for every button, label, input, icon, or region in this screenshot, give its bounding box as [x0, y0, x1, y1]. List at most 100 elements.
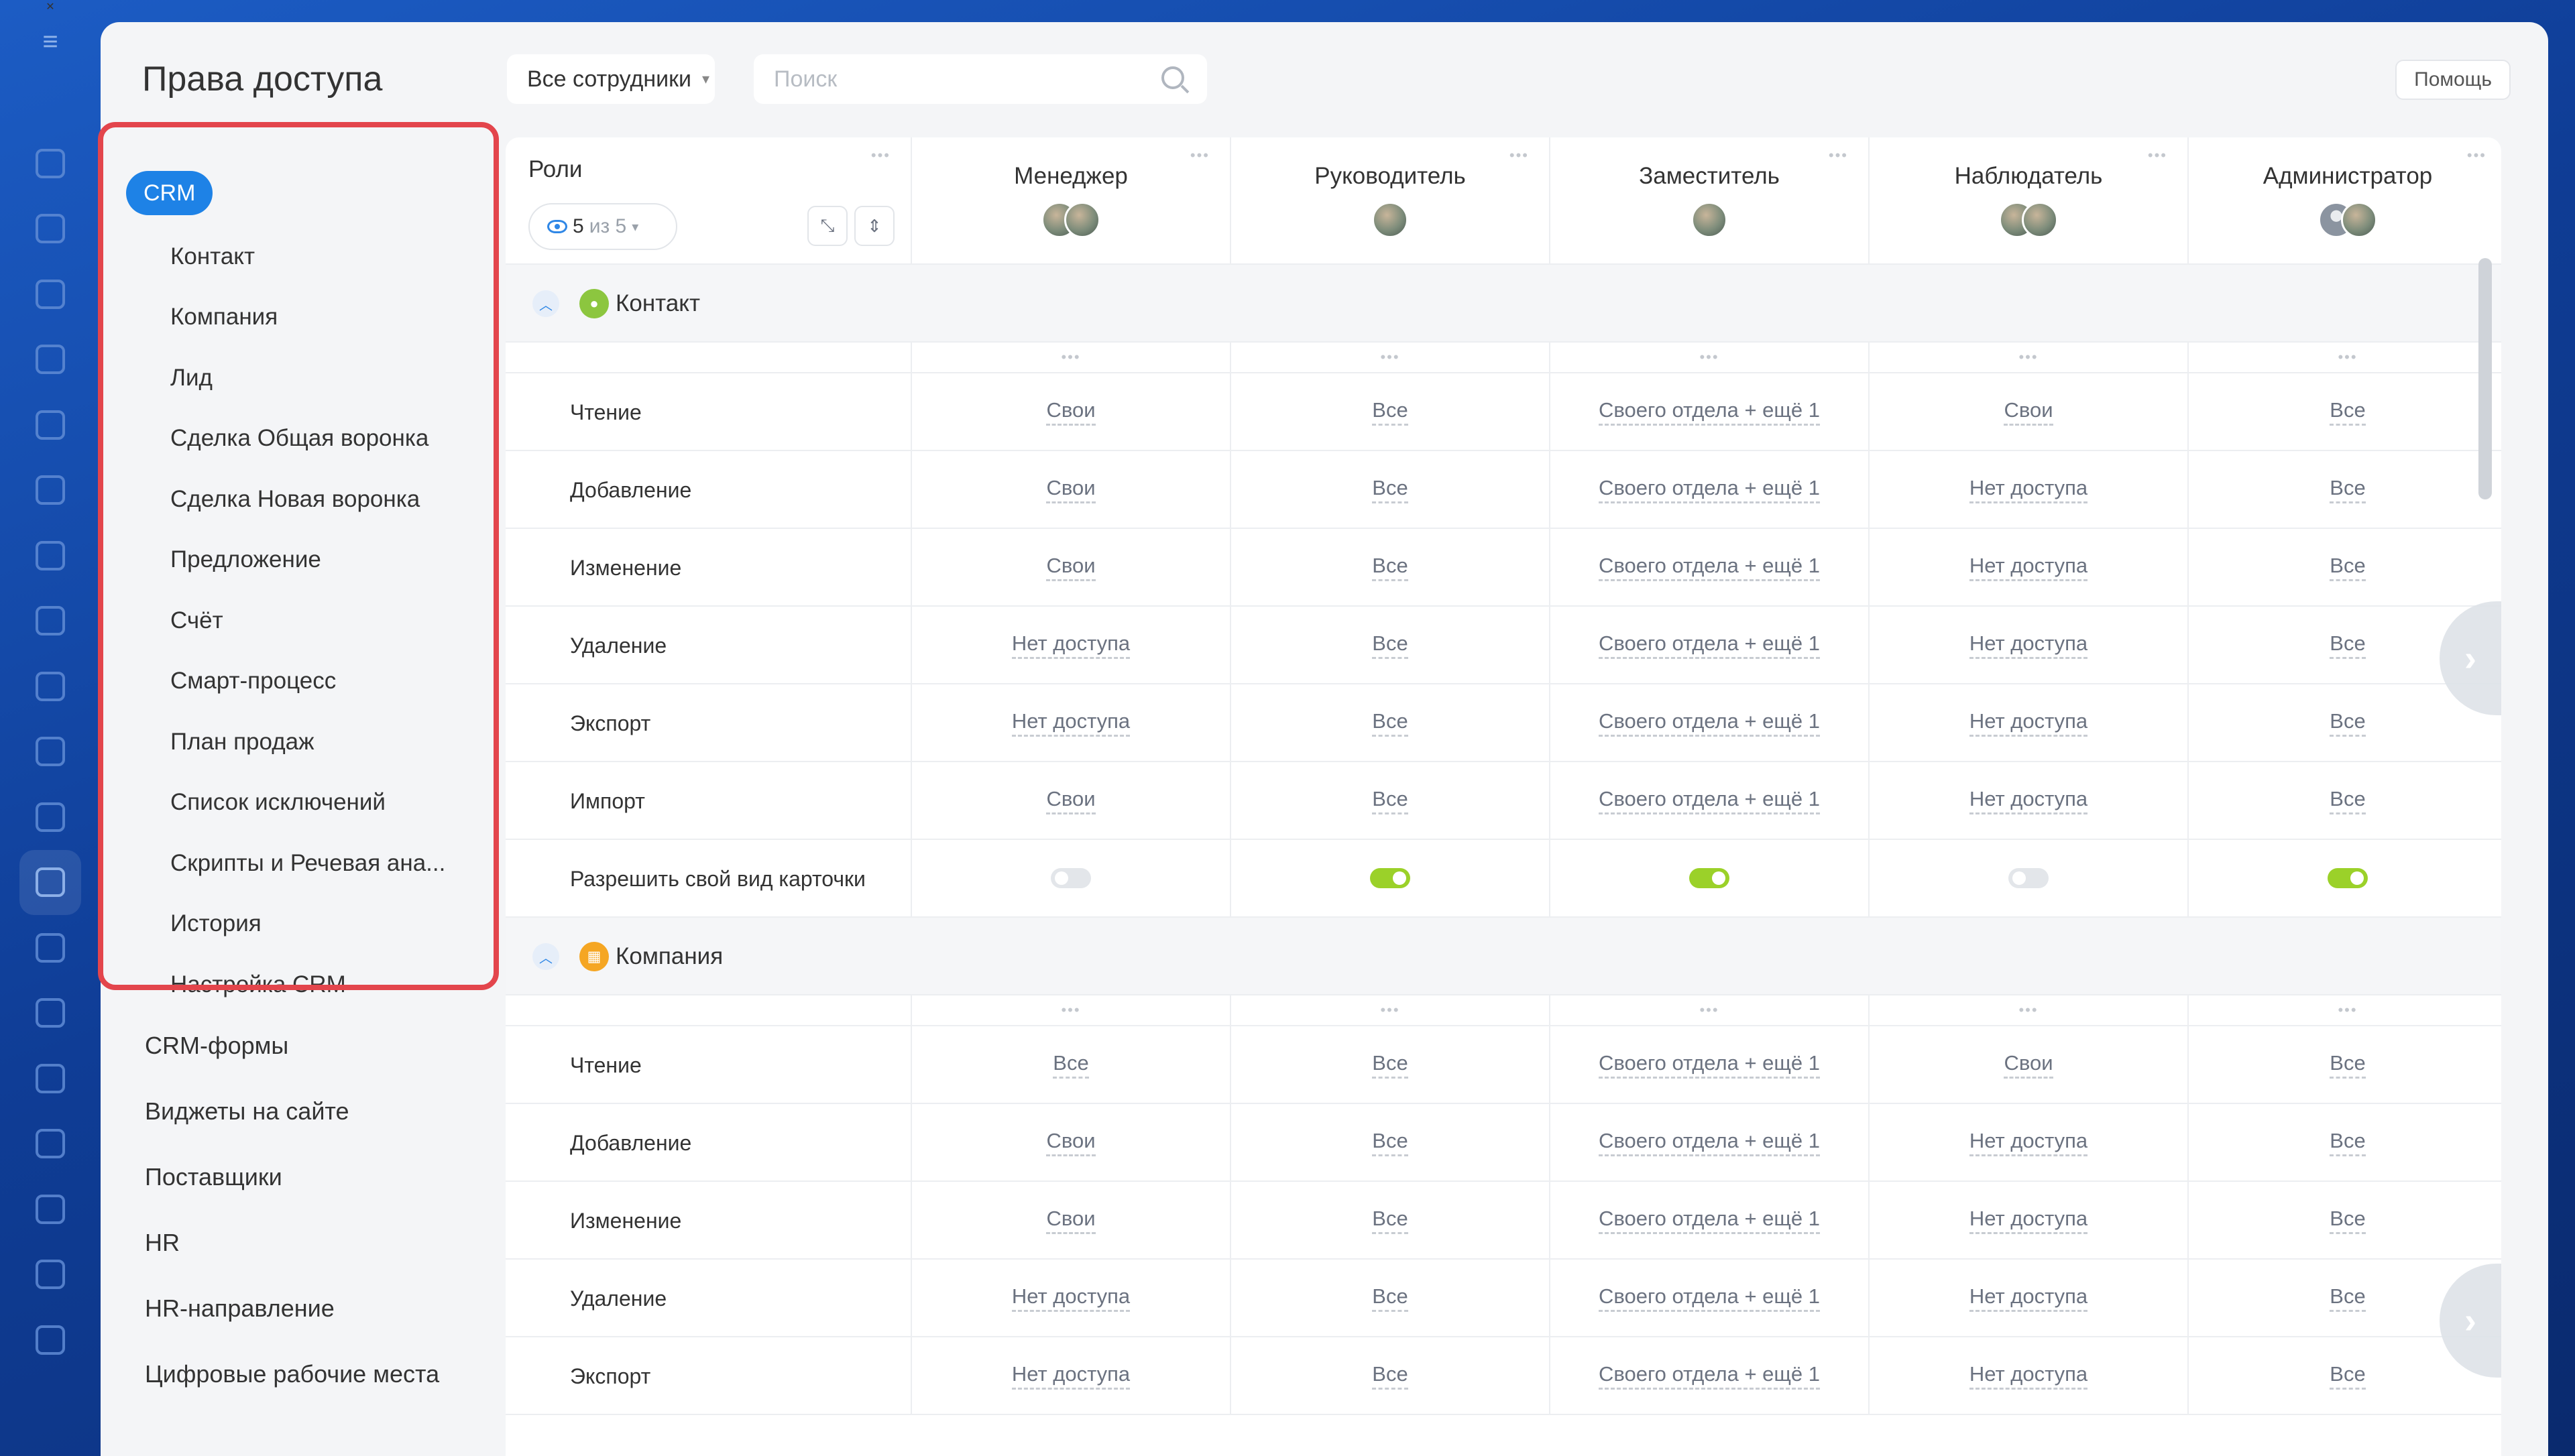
rail-icon-files[interactable] — [0, 458, 101, 524]
more-dots-icon[interactable]: ••• — [2338, 1002, 2358, 1018]
more-dots-icon[interactable]: ••• — [1380, 349, 1400, 365]
role-column-deputy[interactable]: Заместитель ••• — [1550, 137, 1870, 265]
more-dots-icon[interactable]: ••• — [1190, 147, 1210, 164]
rail-icon-store[interactable] — [0, 981, 101, 1046]
sidebar-item-crm-settings[interactable]: Настройка CRM — [170, 971, 346, 997]
permission-value[interactable]: Своего отдела + ещё 1 — [1599, 1362, 1820, 1390]
permission-value[interactable]: Своего отдела + ещё 1 — [1599, 1051, 1820, 1079]
sidebar-item-crm-forms[interactable]: CRM-формы — [145, 1032, 289, 1059]
permission-value[interactable]: Своего отдела + ещё 1 — [1599, 787, 1820, 814]
permission-value[interactable]: Свои — [1046, 1207, 1096, 1234]
more-dots-icon[interactable]: ••• — [870, 147, 891, 164]
permission-value[interactable]: Нет доступа — [1969, 554, 2088, 581]
more-dots-icon[interactable]: ••• — [1380, 1002, 1400, 1018]
permission-value[interactable]: Все — [1053, 1051, 1089, 1079]
section-header[interactable]: ︿ ● Контакт — [506, 265, 2501, 343]
sidebar-item-company[interactable]: Компания — [170, 304, 278, 330]
collapse-all-button[interactable]: ⤡ — [807, 206, 848, 246]
more-dots-icon[interactable]: ••• — [1699, 349, 1719, 365]
sidebar-item-offer[interactable]: Предложение — [170, 546, 321, 572]
more-dots-icon[interactable]: ••• — [1061, 349, 1081, 365]
permission-value[interactable]: Все — [1372, 1051, 1408, 1079]
permission-value[interactable]: Все — [1372, 1129, 1408, 1156]
permission-value[interactable]: Все — [1372, 476, 1408, 503]
sidebar-item-deal-general[interactable]: Сделка Общая воронка — [170, 425, 429, 451]
permission-value[interactable]: Нет доступа — [1011, 709, 1131, 737]
employee-filter-dropdown[interactable]: Все сотрудники ▾ — [507, 54, 715, 104]
permission-value[interactable]: Нет доступа — [1969, 787, 2088, 814]
permission-value[interactable]: Все — [2330, 1051, 2366, 1079]
more-dots-icon[interactable]: ••• — [2338, 349, 2358, 365]
rail-icon-booking[interactable] — [0, 915, 101, 981]
rail-icon-chat[interactable] — [0, 196, 101, 262]
permission-value[interactable]: Своего отдела + ещё 1 — [1599, 709, 1820, 737]
rail-icon-sign[interactable] — [0, 1176, 101, 1242]
rail-icon-docs[interactable] — [0, 261, 101, 327]
permission-value[interactable]: Все — [2330, 1129, 2366, 1156]
permission-value[interactable]: Все — [1372, 1284, 1408, 1312]
permission-value[interactable]: Свои — [1046, 554, 1096, 581]
permission-value[interactable]: Все — [1372, 631, 1408, 659]
permission-value[interactable]: Нет доступа — [1969, 1284, 2088, 1312]
collapse-section-icon[interactable]: ︿ — [532, 290, 559, 317]
more-dots-icon[interactable]: ••• — [2466, 147, 2486, 164]
menu-icon[interactable]: ≡ — [42, 27, 58, 56]
permission-value[interactable]: Нет доступа — [1011, 1284, 1131, 1312]
permission-value[interactable]: Свои — [2004, 1051, 2053, 1079]
sidebar-item-suppliers[interactable]: Поставщики — [145, 1163, 282, 1191]
rail-icon-tasks[interactable] — [0, 784, 101, 850]
more-dots-icon[interactable]: ••• — [1699, 1002, 1719, 1018]
role-column-head[interactable]: Руководитель ••• — [1231, 137, 1550, 265]
more-dots-icon[interactable]: ••• — [2018, 1002, 2039, 1018]
sidebar-item-exclusions[interactable]: Список исключений — [170, 789, 386, 815]
permission-value[interactable]: Все — [1372, 398, 1408, 426]
sidebar-item-contact[interactable]: Контакт — [170, 243, 255, 269]
permission-value[interactable]: Все — [2330, 787, 2366, 814]
rail-icon-calendar[interactable] — [0, 392, 101, 458]
permission-value[interactable]: Своего отдела + ещё 1 — [1599, 554, 1820, 581]
sidebar-item-deal-new[interactable]: Сделка Новая воронка — [170, 486, 420, 512]
permission-value[interactable]: Все — [2330, 554, 2366, 581]
permission-value[interactable]: Нет доступа — [1011, 631, 1131, 659]
rail-icon-groups[interactable] — [0, 327, 101, 393]
close-button[interactable]: ✕ — [0, 0, 101, 1456]
permission-value[interactable]: Своего отдела + ещё 1 — [1599, 1207, 1820, 1234]
rail-icon-shop[interactable] — [0, 1111, 101, 1177]
permission-value[interactable]: Все — [2330, 709, 2366, 737]
more-dots-icon[interactable]: ••• — [1509, 147, 1529, 164]
permission-value[interactable]: Своего отдела + ещё 1 — [1599, 631, 1820, 659]
permission-value[interactable]: Нет доступа — [1969, 476, 2088, 503]
custom-card-toggle[interactable] — [2328, 868, 2368, 888]
search-input[interactable] — [774, 66, 1136, 93]
search-icon[interactable] — [1161, 66, 1184, 89]
expand-all-button[interactable]: ⇕ — [854, 206, 895, 246]
permission-value[interactable]: Свои — [2004, 398, 2053, 426]
permission-value[interactable]: Все — [1372, 787, 1408, 814]
rail-icon-users[interactable] — [0, 719, 101, 785]
custom-card-toggle[interactable] — [1051, 868, 1091, 888]
permission-value[interactable]: Все — [2330, 1362, 2366, 1390]
collapse-section-icon[interactable]: ︿ — [532, 943, 559, 970]
sidebar-item-smart-process[interactable]: Смарт-процесс — [170, 668, 337, 694]
permission-value[interactable]: Нет доступа — [1011, 1362, 1131, 1390]
permission-value[interactable]: Нет доступа — [1969, 1207, 2088, 1234]
rail-icon-mail[interactable] — [0, 654, 101, 719]
rail-icon-marketing[interactable] — [0, 1046, 101, 1111]
permission-value[interactable]: Нет доступа — [1969, 631, 2088, 659]
permission-value[interactable]: Все — [1372, 1207, 1408, 1234]
sidebar-item-sales-plan[interactable]: План продаж — [170, 729, 314, 755]
permission-value[interactable]: Своего отдела + ещё 1 — [1599, 398, 1820, 426]
sidebar-item-invoice[interactable]: Счёт — [170, 607, 223, 633]
permission-value[interactable]: Своего отдела + ещё 1 — [1599, 1129, 1820, 1156]
sidebar-item-hr[interactable]: HR — [145, 1229, 180, 1256]
more-dots-icon[interactable]: ••• — [2018, 349, 2039, 365]
permission-value[interactable]: Все — [1372, 709, 1408, 737]
rail-icon-boards[interactable] — [0, 523, 101, 589]
permission-value[interactable]: Свои — [1046, 787, 1096, 814]
permission-value[interactable]: Свои — [1046, 1129, 1096, 1156]
sidebar-item-lead[interactable]: Лид — [170, 365, 213, 391]
role-column-admin[interactable]: Администратор ••• — [2189, 137, 2501, 265]
permission-value[interactable]: Нет доступа — [1969, 1362, 2088, 1390]
role-column-manager[interactable]: Менеджер ••• — [912, 137, 1231, 265]
vertical-scrollbar[interactable] — [2478, 258, 2492, 499]
